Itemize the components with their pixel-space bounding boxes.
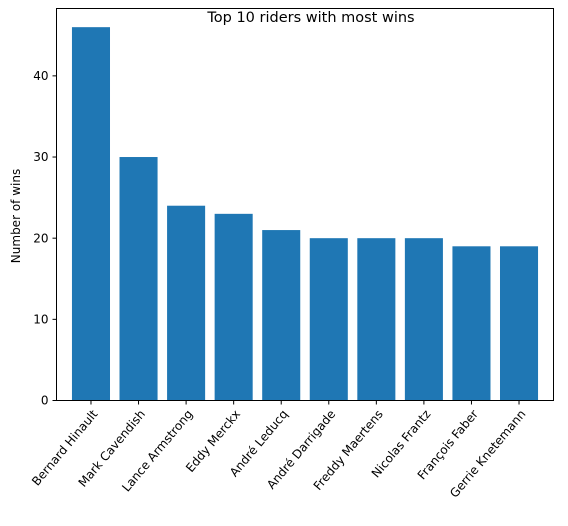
bar-eddy-merckx <box>214 213 253 401</box>
y-tick-label: 0 <box>41 394 49 408</box>
plot-frame <box>56 8 554 401</box>
bar-bernard-hinault <box>71 27 111 401</box>
y-tick-label: 20 <box>33 231 48 245</box>
bar-nicolas-frantz <box>404 238 443 401</box>
y-tick-label: 30 <box>33 150 48 164</box>
bar-mark-cavendish <box>119 157 158 401</box>
y-tick-label: 10 <box>33 313 48 327</box>
chart-title: Top 10 riders with most wins <box>206 10 414 26</box>
bar-freddy-maertens <box>357 238 396 401</box>
bar-gerrie-knetemann <box>499 246 539 401</box>
bars-group <box>71 27 539 401</box>
y-tick-label: 40 <box>33 69 48 83</box>
y-axis-label: Number of wins <box>9 169 23 263</box>
bar-andr-leducq <box>262 230 301 401</box>
bar-fran-ois-faber <box>452 246 491 401</box>
y-axis-ticks: 0 10 20 30 40 <box>33 69 57 408</box>
bar-lance-armstrong <box>167 205 206 401</box>
bar-andr-darrigade <box>309 238 348 401</box>
